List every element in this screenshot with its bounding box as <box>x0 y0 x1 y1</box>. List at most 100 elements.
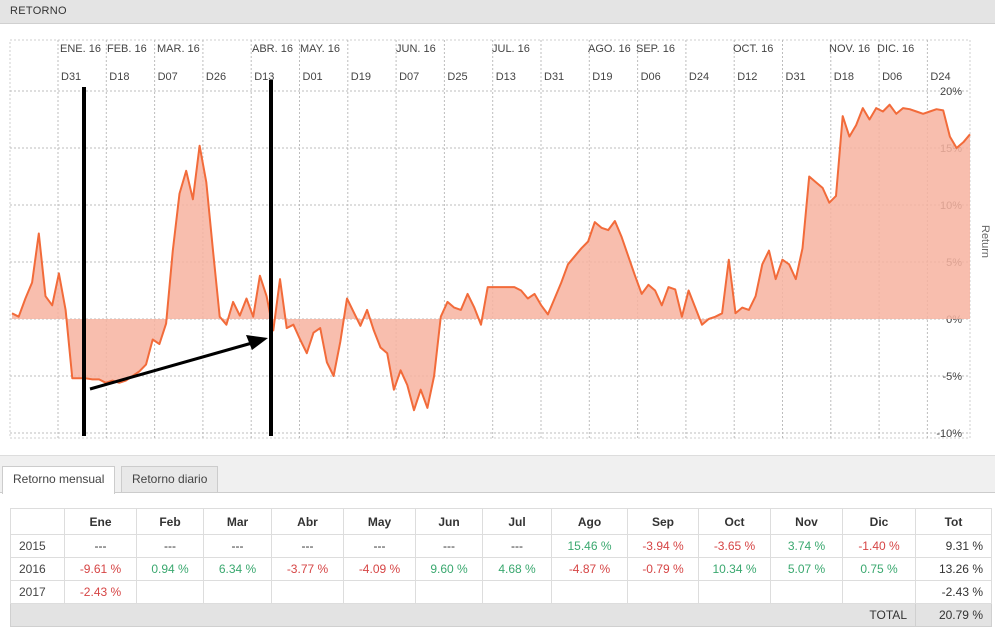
x-day-tick-label: D07 <box>399 71 419 83</box>
year-total-cell: 13.26 % <box>915 557 992 581</box>
month-return-cell: --- <box>203 534 272 558</box>
x-day-tick-label: D18 <box>109 71 129 83</box>
x-month-tick-label: ABR. 16 <box>252 43 293 55</box>
month-return-cell <box>343 580 416 604</box>
month-return-cell: 15.46 % <box>551 534 628 558</box>
x-month-tick-label: FEB. 16 <box>107 43 147 55</box>
month-return-cell: -3.94 % <box>627 534 699 558</box>
month-return-cell: 5.07 % <box>770 557 843 581</box>
x-day-tick-label: D01 <box>303 71 323 83</box>
x-day-tick-label: D24 <box>689 71 709 83</box>
column-header <box>10 508 65 535</box>
year-total-cell: -2.43 % <box>915 580 992 604</box>
year-cell: 2015 <box>10 534 65 558</box>
month-return-cell: -1.40 % <box>842 534 916 558</box>
y-tick-label: 20% <box>940 86 962 98</box>
x-month-tick-label: SEP. 16 <box>636 43 675 55</box>
x-day-tick-label: D13 <box>496 71 516 83</box>
plot-frame <box>9 39 971 439</box>
month-return-cell: --- <box>271 534 344 558</box>
month-return-cell: --- <box>64 534 137 558</box>
month-return-cell: 6.34 % <box>203 557 272 581</box>
tab-monthly-return[interactable]: Retorno mensual <box>2 466 116 494</box>
x-day-tick-label: D12 <box>737 71 757 83</box>
x-day-tick-label: D19 <box>592 71 612 83</box>
x-month-tick-label: OCT. 16 <box>733 43 773 55</box>
x-day-tick-label: D25 <box>447 71 467 83</box>
total-value: 20.79 % <box>915 603 992 627</box>
month-return-cell <box>770 580 843 604</box>
column-header: Jul <box>482 508 552 535</box>
month-return-cell: -0.79 % <box>627 557 699 581</box>
column-header: May <box>343 508 416 535</box>
total-label: TOTAL <box>10 603 916 627</box>
month-return-cell: 3.74 % <box>770 534 843 558</box>
x-day-tick-label: D31 <box>544 71 564 83</box>
month-return-cell: --- <box>415 534 483 558</box>
month-return-cell: 0.94 % <box>136 557 204 581</box>
table-row: 2017 -2.43 % -2.43 % <box>10 580 992 604</box>
month-return-cell: -4.09 % <box>343 557 416 581</box>
x-day-tick-label: D26 <box>206 71 226 83</box>
annotation-arrow-head <box>246 335 268 350</box>
month-return-cell <box>698 580 771 604</box>
table-row: 2015 --- --- --- --- --- --- --- 15.46 % -3.94 % -… <box>10 534 992 558</box>
column-header: Abr <box>271 508 344 535</box>
column-header: Ago <box>551 508 628 535</box>
y-tick-label: -10% <box>936 428 962 440</box>
panel-header: RETORNO <box>0 0 995 24</box>
month-return-cell: -9.61 % <box>64 557 137 581</box>
series-line <box>11 103 971 412</box>
x-day-tick-label: D19 <box>351 71 371 83</box>
x-month-tick-label: MAY. 16 <box>300 43 340 55</box>
return-chart: D31 D18 D07 D26 D13 D01 D19 D07 D25 D13 D31 D19 D06 D… <box>0 25 995 455</box>
chart-svg: D31 D18 D07 D26 D13 D01 D19 D07 D25 D13 D31 D19 D06 D… <box>9 39 991 440</box>
table-header-row: Ene Feb Mar Abr May Jun Jul Ago Sep Oct Nov Dic Tot <box>10 508 992 535</box>
x-month-tick-label: ENE. 16 <box>60 43 101 55</box>
x-month-tick-label: NOV. 16 <box>829 43 870 55</box>
x-month-tick-label: JUL. 16 <box>492 43 530 55</box>
month-return-cell <box>203 580 272 604</box>
table-row: 2016 -9.61 % 0.94 % 6.34 % -3.77 % -4.09 % 9.6… <box>10 557 992 581</box>
month-return-cell: 10.34 % <box>698 557 771 581</box>
column-header: Oct <box>698 508 771 535</box>
x-day-tick-label: D31 <box>786 71 806 83</box>
y-tick-label: -5% <box>942 371 962 383</box>
series-area <box>12 104 970 411</box>
x-day-tick-label: D31 <box>61 71 81 83</box>
month-return-cell <box>627 580 699 604</box>
column-header: Nov <box>770 508 843 535</box>
x-day-tick-label: D24 <box>930 71 950 83</box>
chart-footer-band <box>0 455 995 466</box>
month-return-cell: 9.60 % <box>415 557 483 581</box>
month-return-cell: -2.43 % <box>64 580 137 604</box>
column-header: Tot <box>915 508 992 535</box>
month-return-cell: 0.75 % <box>842 557 916 581</box>
x-month-tick-label: AGO. 16 <box>588 43 631 55</box>
column-header: Dic <box>842 508 916 535</box>
annotation-arrow-shaft <box>89 341 253 391</box>
month-return-cell: -3.77 % <box>271 557 344 581</box>
x-day-tick-label: D06 <box>641 71 661 83</box>
x-day-tick-label: D06 <box>882 71 902 83</box>
x-day-tick-label: D18 <box>834 71 854 83</box>
month-return-cell: --- <box>482 534 552 558</box>
column-header: Ene <box>64 508 137 535</box>
month-return-cell <box>415 580 483 604</box>
month-return-cell <box>551 580 628 604</box>
x-month-tick-label: DIC. 16 <box>877 43 914 55</box>
column-header: Sep <box>627 508 699 535</box>
month-return-cell: -4.87 % <box>551 557 628 581</box>
month-return-cell <box>482 580 552 604</box>
tab-bar: Retorno mensual Retorno diario <box>0 465 995 494</box>
month-return-cell: --- <box>136 534 204 558</box>
column-header: Mar <box>203 508 272 535</box>
month-return-cell: --- <box>343 534 416 558</box>
total-row: TOTAL 20.79 % <box>10 603 992 627</box>
panel-title: RETORNO <box>10 5 67 17</box>
x-day-tick-label: D07 <box>158 71 178 83</box>
column-header: Jun <box>415 508 483 535</box>
tab-daily-return[interactable]: Retorno diario <box>121 466 219 492</box>
monthly-return-table: Ene Feb Mar Abr May Jun Jul Ago Sep Oct Nov Dic Tot … <box>10 508 992 627</box>
month-return-cell <box>271 580 344 604</box>
